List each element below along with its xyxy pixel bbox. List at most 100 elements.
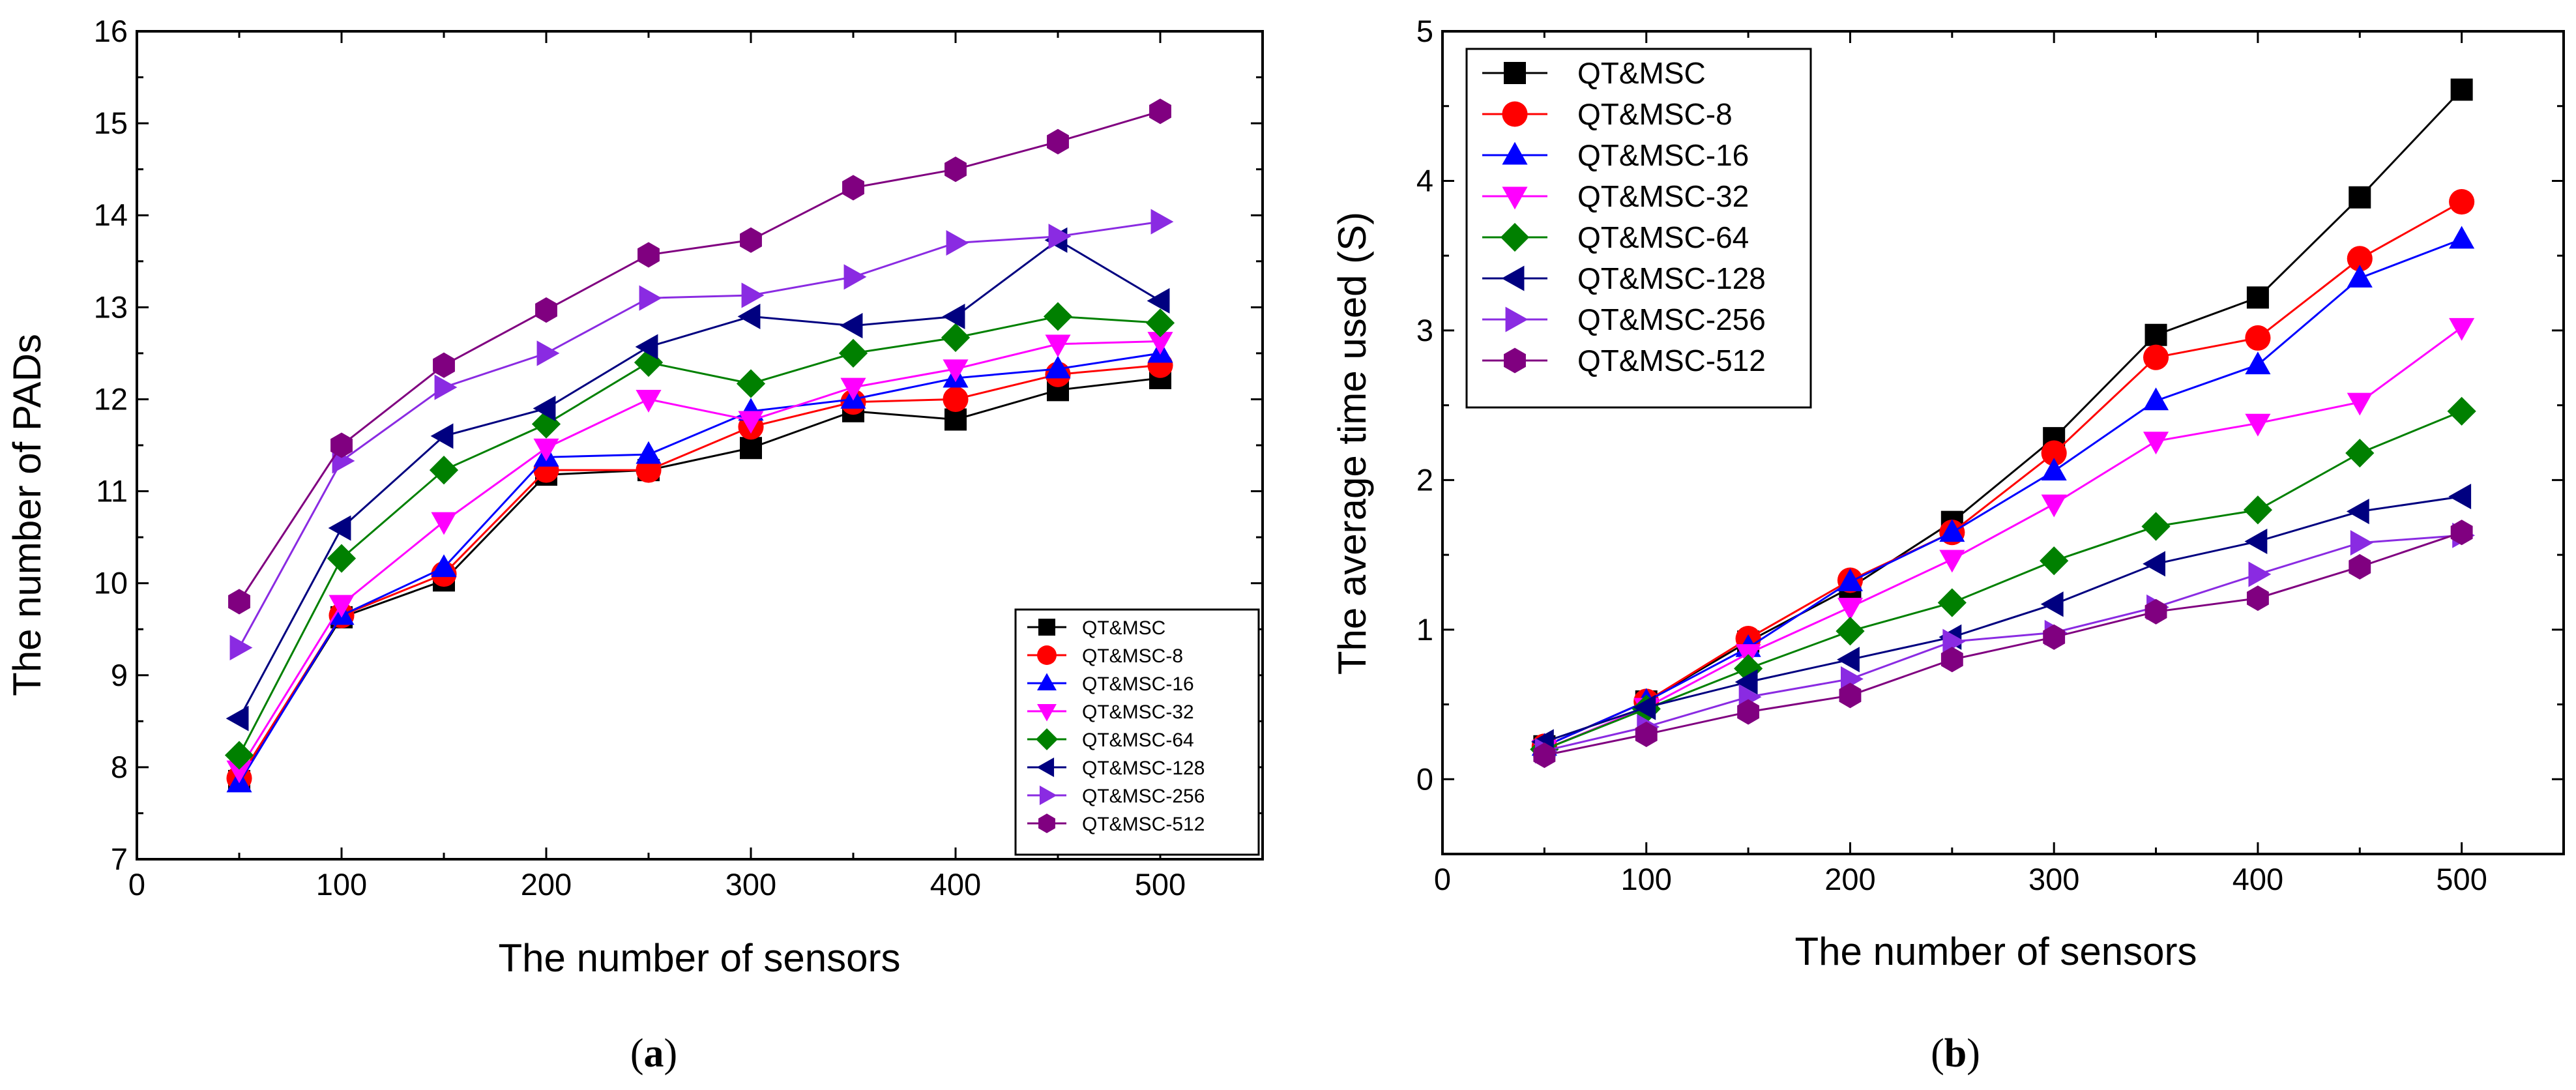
panel-b-data-point (1734, 669, 1758, 695)
panel-b-data-point (2246, 585, 2269, 611)
panel-a-data-point (429, 456, 459, 485)
panel-b-data-point (2449, 317, 2475, 341)
panel-b-data-point (2246, 286, 2269, 309)
panel-a-y-tick-label: 9 (111, 658, 128, 692)
panel-b-data-point (2144, 323, 2167, 346)
panel-b-ylabel: The average time used (S) (1330, 212, 1374, 675)
panel-a-data-point (637, 242, 660, 268)
panel-a-data-point (328, 515, 351, 541)
panel-b-x-tick-label: 100 (1621, 862, 1672, 896)
panel-a-series-line (238, 364, 1161, 779)
panel-b-data-point (1940, 647, 1963, 673)
panel-a-caption-open: ( (630, 1031, 644, 1076)
panel-b-data-point (1837, 597, 1864, 621)
panel-a-legend-marker (1039, 786, 1057, 805)
panel-b-data-point (1837, 568, 1864, 591)
panel-a-data-point (1150, 209, 1174, 235)
panel-b-data-point (2347, 246, 2373, 272)
panel-b-data-point (1937, 588, 1967, 617)
panel-b-data-point (2143, 344, 2169, 370)
panel-b-data-point (2449, 226, 2475, 249)
panel-b-legend-marker (1501, 265, 1525, 291)
panel-a-x-tick-label: 100 (316, 867, 367, 902)
panel-a: 0 100 200 300 400 500 7 8 9 10 11 12 13 14 15 16 QT&MSC… (5, 14, 1264, 1076)
panel-b-series-line (1544, 238, 2463, 748)
panel-b-series-line (1544, 201, 2463, 748)
panel-b-legend-label: QT&MSC-512 (1577, 344, 1766, 377)
panel-a-series-line (238, 377, 1161, 782)
panel-b-data-point (1939, 550, 1965, 573)
panel-a-data-point (840, 313, 863, 339)
panel-a-series-6 (229, 209, 1174, 660)
panel-b-data-point (2347, 392, 2373, 416)
panel-b-series-line (1544, 410, 2463, 750)
panel-b-data-point (2245, 413, 2271, 437)
panel-b-data-point (2144, 598, 2167, 625)
panel-b-y-tick-label: 2 (1416, 462, 1433, 497)
panel-b-x-tick-label: 200 (1824, 862, 1875, 896)
panel-b-legend-item: QT&MSC-64 (1482, 220, 1749, 254)
panel-a-data-point (635, 334, 658, 360)
panel-b-data-point (2040, 591, 2064, 617)
panel-b-caption-open: ( (1931, 1031, 1944, 1076)
panel-b-legend-item: QT&MSC-128 (1482, 261, 1766, 295)
panel-b-y-tick-label: 1 (1416, 612, 1433, 647)
panel-a-legend-item: QT&MSC-32 (1027, 701, 1194, 723)
panel-a-series-4 (224, 302, 1175, 770)
panel-a-data-point (842, 175, 864, 201)
panel-b-y-tick-label: 4 (1416, 163, 1433, 198)
panel-b-caption-close: ) (1967, 1031, 1980, 1076)
panel-b-legend-label: QT&MSC (1577, 56, 1706, 90)
panel-b-legend-label: QT&MSC-128 (1577, 261, 1766, 295)
panel-a-data-point (533, 396, 556, 422)
panel-a-series-line (238, 239, 1161, 719)
panel-b-data-point (2143, 387, 2169, 411)
panel-b-x-tick-label: 0 (1434, 862, 1451, 896)
panel-a-data-point (946, 230, 969, 256)
panel-a-legend-marker (1037, 673, 1057, 691)
panel-a-data-point (226, 705, 249, 731)
panel-b-data-point (2349, 553, 2371, 580)
panel-b-data-point (2041, 440, 2067, 466)
panel-b-data-point (1635, 721, 1658, 747)
panel-a-data-point (1149, 98, 1171, 125)
panel-a-legend-marker (1036, 728, 1058, 750)
panel-b-data-point (2143, 551, 2165, 577)
panel-a-legend-label: QT&MSC-128 (1082, 758, 1205, 779)
panel-a-data-point (535, 297, 557, 323)
panel-a-data-point (1043, 302, 1073, 331)
panel-a-caption-letter: a (644, 1031, 664, 1076)
panel-b-series-line (1544, 327, 2463, 750)
panel-a-data-point (740, 227, 762, 253)
panel-a-series-line (238, 315, 1161, 756)
panel-b-data-point (2248, 561, 2272, 587)
panel-b-legend-marker (1500, 222, 1530, 252)
panel-a-data-point (433, 352, 455, 378)
panel-b-data-point (2245, 351, 2271, 375)
panel-b-legend-marker (1504, 62, 1526, 84)
panel-a-data-point (636, 441, 662, 464)
panel-a-data-point (434, 374, 458, 400)
panel-a-legend-item: QT&MSC-512 (1027, 814, 1205, 835)
panel-a-y-tick-label: 10 (94, 566, 128, 600)
panel-a-y-tick-label: 16 (94, 14, 128, 48)
panel-a-x-tick-label: 400 (930, 867, 981, 902)
panel-a-data-point (941, 323, 971, 352)
panel-a-legend-label: QT&MSC-16 (1082, 673, 1194, 695)
panel-a-data-point (943, 386, 969, 412)
panel-b-series-line (1544, 534, 2462, 752)
panel-a-data-point (1045, 334, 1071, 358)
panel-b-legend-item: QT&MSC-32 (1482, 179, 1749, 213)
panel-a-x-tick-label: 500 (1135, 867, 1186, 902)
panel-b-data-point (2448, 484, 2472, 510)
panel-b-legend-item: QT&MSC-8 (1482, 97, 1733, 131)
panel-b-series-line (1544, 89, 2463, 748)
panel-b-series-4 (1530, 396, 2476, 764)
panel-b-x-tick-label: 300 (2028, 862, 2079, 896)
panel-b-legend-item: QT&MSC (1482, 56, 1706, 90)
panel-a-plot-area (224, 98, 1175, 793)
panel-a-series-line (238, 220, 1161, 649)
panel-a-data-point (226, 760, 252, 784)
